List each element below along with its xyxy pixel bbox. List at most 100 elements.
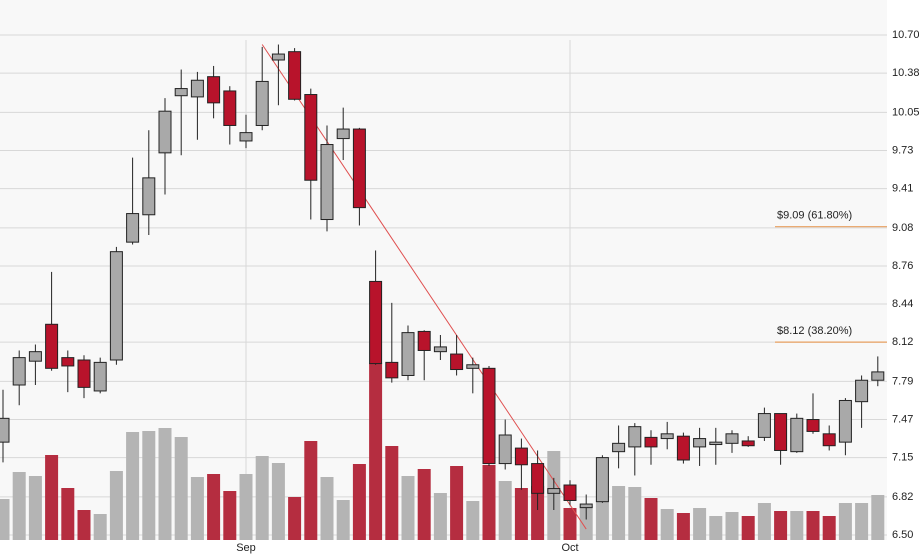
candle-body (660, 433, 674, 440)
candle-body (45, 323, 59, 369)
volume-bar (401, 476, 415, 540)
volume-bar (174, 437, 188, 540)
volume-bar (45, 455, 59, 540)
volume-bar (579, 506, 593, 540)
candle-body (320, 144, 334, 221)
candle-body (790, 417, 804, 453)
y-tick-label: 10.05 (892, 106, 919, 118)
candle-body (433, 346, 447, 353)
y-tick-label: 9.73 (892, 144, 913, 156)
volume-bar (271, 463, 285, 540)
candle-body (109, 251, 123, 361)
candle-body (336, 128, 350, 140)
candle-body (531, 463, 545, 494)
volume-bar (369, 363, 383, 540)
volume-bar (482, 465, 496, 540)
candle-body (417, 330, 431, 351)
candle-body (271, 53, 285, 61)
volume-bar (109, 471, 123, 540)
candle-body (126, 213, 140, 243)
candle-body (547, 488, 561, 494)
candle-body (693, 438, 707, 448)
y-tick-label: 9.08 (892, 222, 913, 234)
candle-body (612, 442, 626, 453)
candle-body (741, 440, 755, 447)
candle-body (207, 76, 221, 104)
volume-bar (158, 428, 172, 540)
y-tick-label: 6.82 (892, 491, 913, 503)
volume-bar (77, 510, 91, 540)
candle-body (774, 413, 788, 451)
candle-body (838, 399, 852, 443)
volume-bar (838, 503, 852, 540)
candle-body (514, 447, 528, 466)
volume-bar (385, 446, 399, 540)
candle-body (628, 426, 642, 448)
volume-bar (774, 511, 788, 540)
volume-bar (61, 488, 75, 540)
volume-bar (612, 486, 626, 540)
y-tick-label: 7.15 (892, 452, 913, 464)
candle-body (385, 361, 399, 379)
volume-bar (142, 431, 156, 540)
fib-label: $9.09 (61.80%) (777, 210, 852, 222)
volume-bar (320, 477, 334, 540)
candle-body (158, 110, 172, 154)
volume-bar (304, 441, 318, 540)
candle-body (288, 51, 302, 100)
volume-bar (806, 511, 820, 540)
volume-bar (450, 466, 464, 540)
volume-bar (417, 469, 431, 540)
volume-bar (725, 512, 739, 540)
x-tick-label: Sep (236, 542, 256, 554)
y-tick-label: 8.12 (892, 336, 913, 348)
candle-body (563, 484, 577, 501)
volume-bar (190, 477, 204, 540)
candle-body (223, 90, 237, 126)
candle-body (806, 419, 820, 432)
candle-body (0, 417, 10, 443)
volume-bar (693, 508, 707, 540)
volume-bar (709, 516, 723, 540)
volume-bar (255, 456, 269, 540)
candle-body (644, 436, 658, 448)
volume-bar (126, 432, 140, 540)
candle-body (725, 433, 739, 444)
volume-bar (336, 500, 350, 540)
candle-body (352, 128, 366, 209)
candle-body (709, 441, 723, 446)
volume-bar (352, 464, 366, 540)
candle-body (871, 371, 885, 381)
volume-bar (660, 509, 674, 540)
volume-bar (855, 503, 869, 540)
candle-body (255, 80, 269, 126)
y-tick-label: 6.50 (892, 529, 913, 541)
candle-body (855, 379, 869, 403)
candle-body (239, 132, 253, 142)
y-tick-label: 8.76 (892, 260, 913, 272)
fib-label: $8.12 (38.20%) (777, 325, 852, 337)
candle-body (12, 357, 26, 386)
volume-bar (239, 474, 253, 540)
volume-bar (466, 501, 480, 540)
candle-body (757, 413, 771, 438)
volume-bar (871, 495, 885, 540)
volume-bar (644, 498, 658, 540)
candle-body (482, 367, 496, 465)
volume-bar (28, 476, 42, 540)
volume-bar (595, 491, 609, 540)
y-tick-label: 10.38 (892, 67, 919, 79)
candle-body (498, 434, 512, 465)
volume-bar (514, 488, 528, 540)
volume-bar (676, 513, 690, 540)
candle-body (142, 177, 156, 216)
volume-bar (93, 514, 107, 540)
y-tick-label: 10.70 (892, 29, 919, 41)
volume-bar (433, 493, 447, 540)
candle-body (369, 280, 383, 365)
volume-bar (822, 516, 836, 540)
volume-bar (563, 508, 577, 540)
volume-bar (0, 499, 10, 540)
volume-bar (498, 481, 512, 540)
